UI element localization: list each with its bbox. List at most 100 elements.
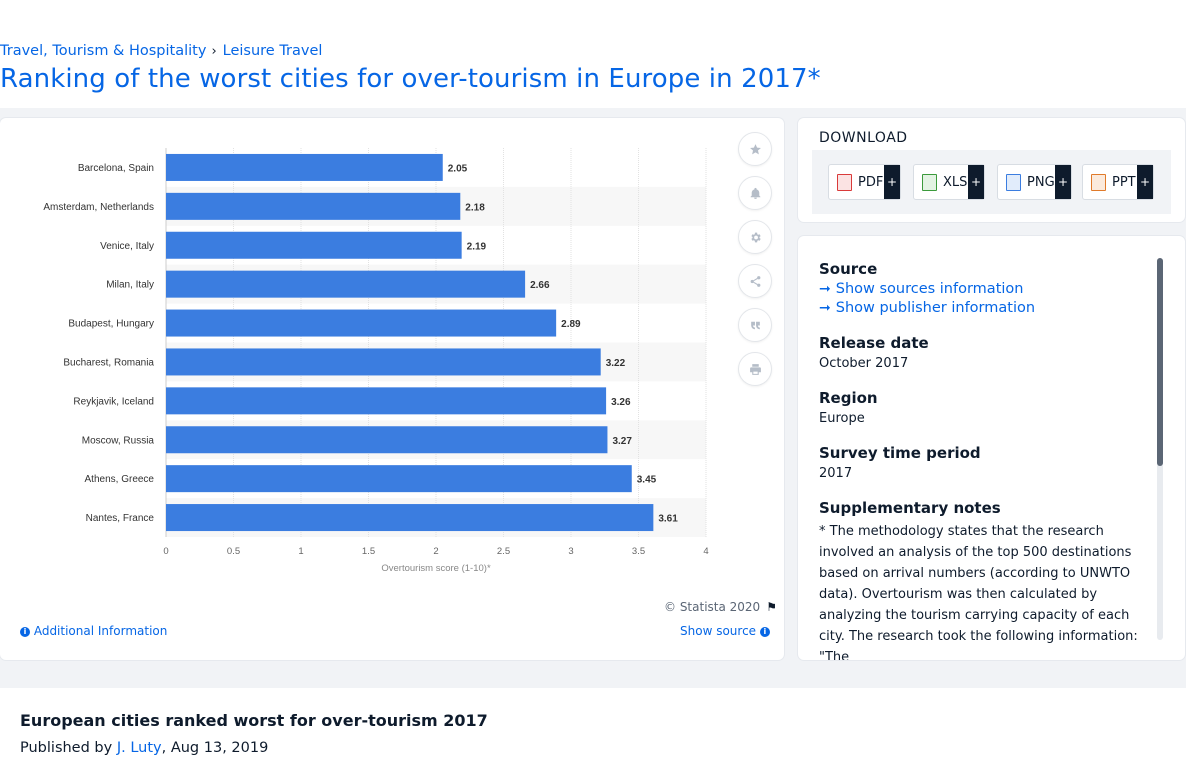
share-icon [750,275,760,287]
download-card: DOWNLOAD PDF + XLS + PNG + PPT + [798,118,1185,222]
breadcrumb-leisure-travel[interactable]: Leisure Travel [222,43,323,59]
data-label: 3.45 [637,475,657,486]
category-label: Reykjavik, Iceland [73,396,154,407]
statista-copyright: © Statista 2020 ⚑ [664,600,777,614]
plus-icon: + [1055,165,1071,199]
data-label: 3.26 [611,397,631,408]
data-label: 2.18 [465,202,485,213]
png-file-icon [1006,173,1021,191]
x-tick-label: 2.5 [497,546,510,557]
star-icon [749,143,761,154]
gear-icon [750,232,761,242]
category-label: Milan, Italy [106,280,154,291]
category-label: Athens, Greece [85,474,155,485]
x-tick-label: 1.5 [362,546,375,557]
data-label: 2.19 [467,241,487,252]
bar-9 [166,504,654,532]
copyright-text: © Statista 2020 [664,600,761,614]
data-label: 3.61 [658,514,678,525]
plus-icon: + [968,165,984,199]
ppt-label: PPT [1112,174,1136,190]
bar-5 [166,348,601,376]
info-icon: i [759,626,770,637]
header-band [0,0,1186,108]
survey-period-heading: Survey time period [819,444,981,462]
download-ppt-button[interactable]: PPT + [1082,164,1154,200]
x-tick-label: 0 [163,546,168,557]
additional-information-link[interactable]: i Additional Information [20,624,167,638]
show-publisher-link[interactable]: ➞ Show publisher information [819,300,1149,316]
bar-1 [166,192,461,220]
category-label: Moscow, Russia [82,435,155,446]
article-title: European cities ranked worst for over-to… [20,711,488,730]
category-label: Nantes, France [86,513,155,524]
bar-7 [166,426,608,454]
x-tick-label: 3 [568,546,573,557]
chart-card: Barcelona, Spain 2.05 Amsterdam, Netherlan… [0,118,784,660]
download-xls-button[interactable]: XLS + [913,164,985,200]
cite-button[interactable] [738,308,772,342]
notification-button[interactable] [738,176,772,210]
arrow-right-icon: ➞ [819,281,831,297]
author-link[interactable]: J. Luty [116,740,162,756]
settings-button[interactable] [738,220,772,254]
bar-4 [166,309,557,337]
release-date-heading: Release date [819,334,929,352]
x-tick-label: 1 [298,546,303,557]
print-button[interactable] [738,352,772,386]
bar-chart: Barcelona, Spain 2.05 Amsterdam, Netherlan… [43,148,709,574]
bar-6 [166,387,607,415]
page-title: Ranking of the worst cities for over-tou… [0,64,821,94]
scrollbar-thumb[interactable] [1157,258,1163,466]
category-label: Amsterdam, Netherlands [43,202,154,213]
supplementary-notes-heading: Supplementary notes [819,499,1001,517]
bell-icon [750,187,760,199]
pdf-label: PDF [858,174,884,190]
download-title: DOWNLOAD [819,130,908,146]
xls-label: XLS [943,174,968,190]
breadcrumb-travel-tourism[interactable]: Travel, Tourism & Hospitality [0,43,207,59]
show-source-link[interactable]: Show source i [680,624,770,638]
pdf-file-icon [837,173,852,191]
x-tick-label: 3.5 [632,546,645,557]
metadata-card: Source ➞ Show sources information ➞ Show p… [798,236,1185,660]
breadcrumb-separator: › [211,44,217,59]
show-sources-label: Show sources information [835,281,1024,297]
quote-icon [750,321,760,329]
breadcrumb: Travel, Tourism & Hospitality › Leisure Tr… [0,43,322,59]
x-tick-label: 2 [433,546,438,557]
download-buttons: PDF + XLS + PNG + PPT + [812,150,1171,214]
published-prefix: Published by [20,740,117,756]
favorite-button[interactable] [738,132,772,166]
x-axis-title: Overtourism score (1-10)* [381,563,491,574]
download-pdf-button[interactable]: PDF + [828,164,901,200]
plus-icon: + [884,165,900,199]
show-publisher-label: Show publisher information [835,300,1036,316]
ppt-file-icon [1091,173,1106,191]
survey-period-value: 2017 [819,466,853,481]
bar-0 [166,153,443,181]
article-band [0,688,1186,760]
download-png-button[interactable]: PNG + [997,164,1072,200]
flag-icon[interactable]: ⚑ [766,600,777,614]
category-label: Barcelona, Spain [78,163,154,174]
xls-file-icon [922,173,937,191]
published-line: Published by J. Luty, Aug 13, 2019 [20,740,268,756]
arrow-right-icon: ➞ [819,300,831,316]
plus-icon: + [1137,165,1153,199]
bar-8 [166,465,632,493]
png-label: PNG [1027,174,1055,190]
metadata-content: Source ➞ Show sources information ➞ Show p… [819,260,1149,660]
data-label: 2.89 [561,319,581,330]
category-label: Budapest, Hungary [68,319,154,330]
data-label: 2.66 [530,280,550,291]
show-sources-link[interactable]: ➞ Show sources information [819,281,1149,297]
category-label: Venice, Italy [100,241,154,252]
share-button[interactable] [738,264,772,298]
bar-3 [166,270,526,298]
data-label: 3.22 [606,358,626,369]
show-source-label: Show source [680,624,757,638]
additional-information-label: Additional Information [33,624,168,638]
region-heading: Region [819,389,878,407]
bar-2 [166,231,462,259]
